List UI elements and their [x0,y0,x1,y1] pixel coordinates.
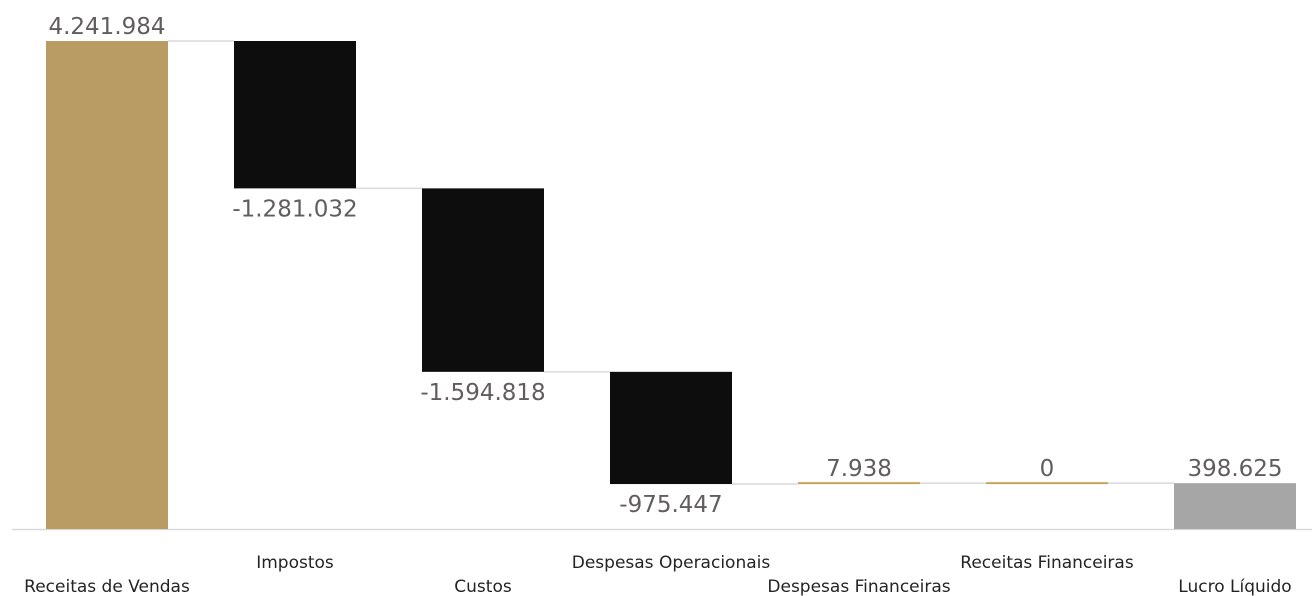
category-labels: Receitas de Vendas Impostos Custos Despesas… [24,553,1292,596]
value-label-1: -1.281.032 [232,196,357,222]
bar-0 [46,41,168,529]
category-label-3: Despesas Operacionais [572,553,771,573]
bar-2 [422,188,544,372]
connector-lines [168,40,1174,485]
category-label-2: Custos [454,577,512,596]
value-label-4: 7.938 [826,456,892,482]
bar-1 [234,41,356,189]
bar-4 [798,482,920,485]
value-label-2: -1.594.818 [420,380,545,406]
value-label-0: 4.241.984 [48,14,165,40]
category-label-1: Impostos [256,553,334,573]
bars [46,41,1296,529]
value-label-6: 398.625 [1187,456,1282,482]
value-labels: 4.241.984 -1.281.032 -1.594.818 -975.447 7.9… [48,14,1282,518]
bar-6 [1174,483,1296,529]
category-label-6: Lucro Líquido [1178,577,1291,596]
bar-3 [610,371,732,485]
category-label-5: Receitas Financeiras [960,553,1134,573]
value-label-3: -975.447 [619,492,722,518]
bar-5 [986,482,1108,485]
value-label-5: 0 [1040,456,1055,482]
category-label-0: Receitas de Vendas [24,577,190,596]
category-label-4: Despesas Financeiras [767,577,950,596]
